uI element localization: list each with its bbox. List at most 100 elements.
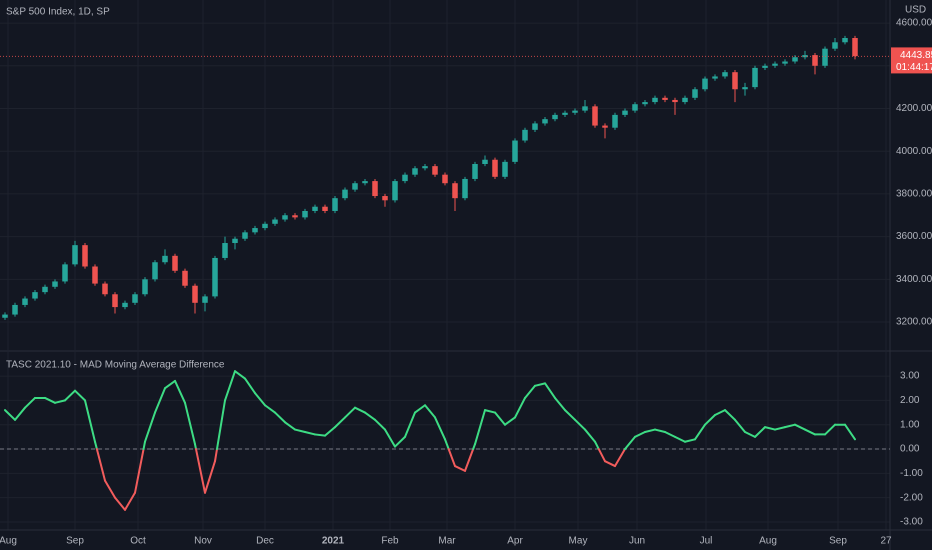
- line-segment: [724, 409, 736, 421]
- line-segment: [564, 409, 576, 421]
- line-segment: [447, 448, 456, 468]
- line-segment: [597, 448, 606, 463]
- line-segment: [634, 431, 646, 438]
- line-segment: [304, 431, 316, 436]
- candle-body: [202, 296, 208, 303]
- line-segment: [324, 426, 336, 437]
- line-segment: [124, 491, 136, 511]
- candle-body: [792, 57, 798, 62]
- x-tick-label: 27: [880, 536, 892, 547]
- candle-body: [52, 281, 58, 287]
- x-tick-label: Aug: [0, 536, 17, 547]
- candle-body: [682, 97, 688, 103]
- candle-body: [652, 97, 658, 103]
- candle-body: [212, 257, 218, 297]
- candle-body: [742, 87, 748, 90]
- y-tick-label: 3.00: [900, 371, 920, 382]
- line-segment: [494, 411, 506, 426]
- last-price-box: [891, 47, 932, 74]
- candle-body: [232, 238, 238, 244]
- candle-body: [542, 119, 548, 124]
- candle-body: [182, 270, 188, 286]
- line-segment: [424, 404, 436, 419]
- candle-body: [532, 123, 538, 130]
- candle-body: [332, 198, 338, 211]
- candle-body: [512, 140, 518, 162]
- countdown-label: 01:44:17: [896, 62, 932, 73]
- line-segment: [844, 423, 856, 441]
- line-segment: [504, 416, 516, 426]
- line-segment: [744, 431, 756, 438]
- line-segment: [284, 421, 296, 431]
- candle-body: [612, 114, 618, 128]
- candle-body: [92, 266, 98, 284]
- candle-body: [2, 314, 8, 318]
- currency: USD: [905, 5, 926, 16]
- x-tick-label: Sep: [66, 536, 84, 547]
- candle-body: [472, 164, 478, 179]
- line-segment: [4, 409, 16, 421]
- candle-body: [172, 255, 178, 271]
- line-segment: [484, 409, 496, 414]
- candle-body: [502, 161, 508, 177]
- candle-body: [242, 232, 248, 239]
- y-tick-label: -1.00: [900, 468, 923, 479]
- x-tick-label: Apr: [507, 536, 523, 547]
- y-tick-label: 3600.00: [896, 231, 932, 242]
- line-segment: [244, 377, 256, 395]
- candle-body: [462, 178, 468, 199]
- line-segment: [264, 404, 276, 414]
- line-segment: [704, 413, 716, 426]
- candle-body: [442, 174, 448, 184]
- line-segment: [184, 401, 196, 446]
- candle-body: [402, 174, 408, 182]
- candle-body: [322, 206, 328, 211]
- candle-body: [722, 72, 728, 77]
- line-segment: [142, 440, 146, 451]
- last-price-label: 4443.85: [900, 50, 932, 61]
- candle-body: [712, 76, 718, 79]
- y-tick-label: 2.00: [900, 395, 920, 406]
- candle-body: [22, 298, 28, 305]
- line-segment: [164, 379, 176, 390]
- candle-body: [282, 215, 288, 220]
- indicator-title: TASC 2021.10 - MAD Moving Average Differ…: [6, 360, 225, 371]
- candle-body: [692, 89, 698, 98]
- candle-body: [352, 183, 358, 190]
- candle-body: [72, 245, 78, 265]
- y-tick-label: -3.00: [900, 517, 923, 528]
- line-segment: [524, 384, 536, 399]
- x-tick-label: Aug: [759, 536, 777, 547]
- candle-body: [732, 72, 738, 90]
- line-segment: [694, 423, 706, 441]
- candle-body: [812, 55, 818, 66]
- line-segment: [224, 370, 236, 402]
- candle-body: [642, 102, 648, 105]
- candle-body: [342, 189, 348, 199]
- line-segment: [394, 435, 406, 448]
- line-segment: [624, 435, 636, 451]
- line-segment: [274, 411, 286, 424]
- candle-body: [592, 106, 598, 126]
- line-segment: [714, 409, 726, 416]
- line-segment: [314, 433, 326, 437]
- line-segment: [734, 418, 746, 434]
- candle-body: [632, 104, 638, 111]
- candle-body: [412, 168, 418, 175]
- line-segment: [216, 399, 226, 451]
- line-segment: [464, 448, 475, 472]
- line-segment: [454, 465, 466, 472]
- line-segment: [674, 435, 686, 443]
- candle-body: [222, 243, 228, 258]
- candle-body: [292, 215, 298, 218]
- line-segment: [774, 426, 786, 431]
- line-segment: [604, 460, 616, 468]
- line-segment: [804, 428, 816, 436]
- y-tick-label: 3200.00: [896, 317, 932, 328]
- candle-body: [552, 114, 558, 120]
- y-tick-label: 1.00: [900, 419, 920, 430]
- line-segment: [344, 406, 356, 419]
- line-segment: [144, 411, 156, 443]
- candle-body: [602, 125, 608, 128]
